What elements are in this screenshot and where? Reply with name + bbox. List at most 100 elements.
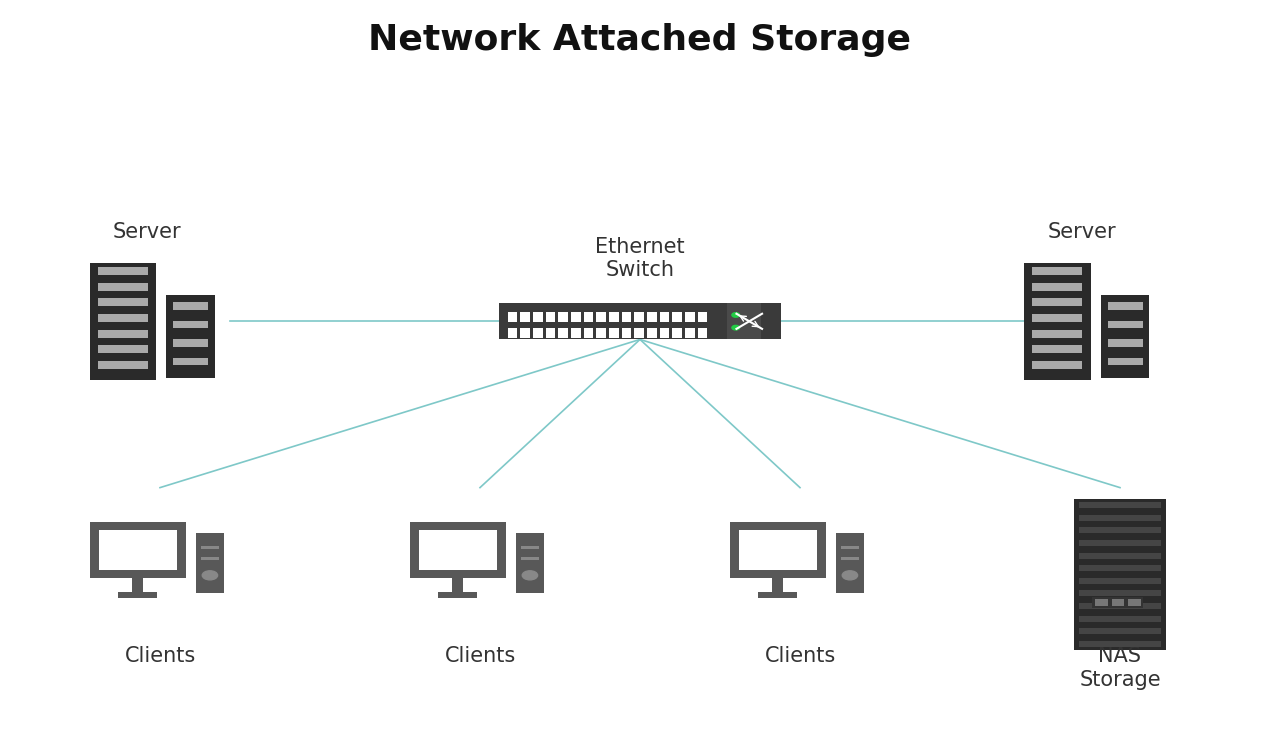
Bar	[648, 311, 657, 322]
Circle shape	[522, 571, 538, 580]
Text: Server: Server	[1047, 222, 1116, 242]
Bar	[99, 283, 148, 291]
Circle shape	[732, 313, 740, 318]
Bar	[1032, 299, 1083, 306]
Bar	[196, 533, 224, 593]
Bar	[132, 578, 143, 592]
Bar	[730, 522, 826, 578]
Text: Clients: Clients	[764, 646, 836, 666]
Bar	[1107, 302, 1143, 310]
Bar	[739, 530, 817, 571]
Bar	[173, 339, 209, 346]
Bar	[201, 546, 219, 550]
Text: Clients: Clients	[444, 646, 516, 666]
Bar	[173, 358, 209, 365]
Bar	[685, 327, 695, 338]
Bar	[532, 327, 543, 338]
Bar	[584, 327, 594, 338]
Bar	[173, 302, 209, 310]
Bar	[99, 361, 148, 369]
Bar	[99, 330, 148, 338]
Bar	[1032, 283, 1083, 291]
Text: NAS
Storage: NAS Storage	[1079, 646, 1161, 689]
Bar	[419, 530, 497, 571]
Bar	[1101, 295, 1149, 378]
Circle shape	[842, 571, 858, 580]
Bar	[1032, 345, 1083, 353]
Bar	[558, 311, 568, 322]
Bar	[508, 327, 517, 338]
Bar	[521, 557, 539, 560]
Bar	[571, 327, 581, 338]
Bar	[596, 327, 605, 338]
Bar	[90, 522, 186, 578]
Bar	[521, 327, 530, 338]
Bar	[1079, 578, 1161, 584]
Bar	[841, 546, 859, 550]
Circle shape	[202, 571, 218, 580]
Bar	[99, 530, 177, 571]
Bar	[1079, 628, 1161, 634]
Bar	[648, 327, 657, 338]
Bar	[532, 311, 543, 322]
Text: Ethernet
Switch: Ethernet Switch	[595, 237, 685, 280]
Bar	[545, 327, 556, 338]
Circle shape	[732, 325, 740, 330]
Bar	[166, 295, 215, 378]
Bar	[173, 321, 209, 328]
Bar	[1079, 528, 1161, 534]
Bar	[1079, 615, 1161, 621]
Bar	[758, 592, 796, 598]
Bar	[1079, 515, 1161, 521]
Bar	[1107, 321, 1143, 328]
Bar	[1024, 263, 1091, 380]
Bar	[727, 303, 762, 339]
Bar	[201, 557, 219, 560]
Bar	[1032, 267, 1083, 275]
Bar	[609, 311, 618, 322]
Bar	[609, 327, 618, 338]
Bar	[672, 327, 682, 338]
Bar	[1094, 600, 1107, 606]
Bar	[685, 311, 695, 322]
Bar	[438, 592, 476, 598]
Bar	[635, 327, 644, 338]
Bar	[1079, 502, 1161, 508]
Bar	[622, 311, 631, 322]
Bar	[508, 311, 517, 322]
Bar	[99, 299, 148, 306]
Bar	[698, 327, 708, 338]
Bar	[99, 267, 148, 275]
Bar	[1032, 330, 1083, 338]
Text: Clients: Clients	[124, 646, 196, 666]
Bar	[659, 327, 669, 338]
Bar	[584, 311, 594, 322]
Bar	[772, 578, 783, 592]
Bar	[841, 557, 859, 560]
Bar	[1129, 600, 1140, 606]
Bar	[659, 311, 669, 322]
Bar	[521, 546, 539, 550]
Bar	[635, 311, 644, 322]
Bar	[1092, 597, 1143, 608]
Bar	[698, 311, 708, 322]
Bar	[452, 578, 463, 592]
Text: Network Attached Storage: Network Attached Storage	[369, 23, 911, 57]
Bar	[836, 533, 864, 593]
Text: Server: Server	[113, 222, 182, 242]
Bar	[1074, 499, 1166, 650]
Bar	[571, 311, 581, 322]
Bar	[499, 303, 781, 339]
Bar	[1079, 603, 1161, 609]
Bar	[99, 345, 148, 353]
Bar	[1111, 600, 1124, 606]
Bar	[622, 327, 631, 338]
Bar	[1079, 553, 1161, 559]
Bar	[1079, 540, 1161, 546]
Bar	[1079, 641, 1161, 647]
Bar	[521, 311, 530, 322]
Bar	[1107, 339, 1143, 346]
Bar	[516, 533, 544, 593]
Bar	[672, 311, 682, 322]
Bar	[1032, 314, 1083, 322]
